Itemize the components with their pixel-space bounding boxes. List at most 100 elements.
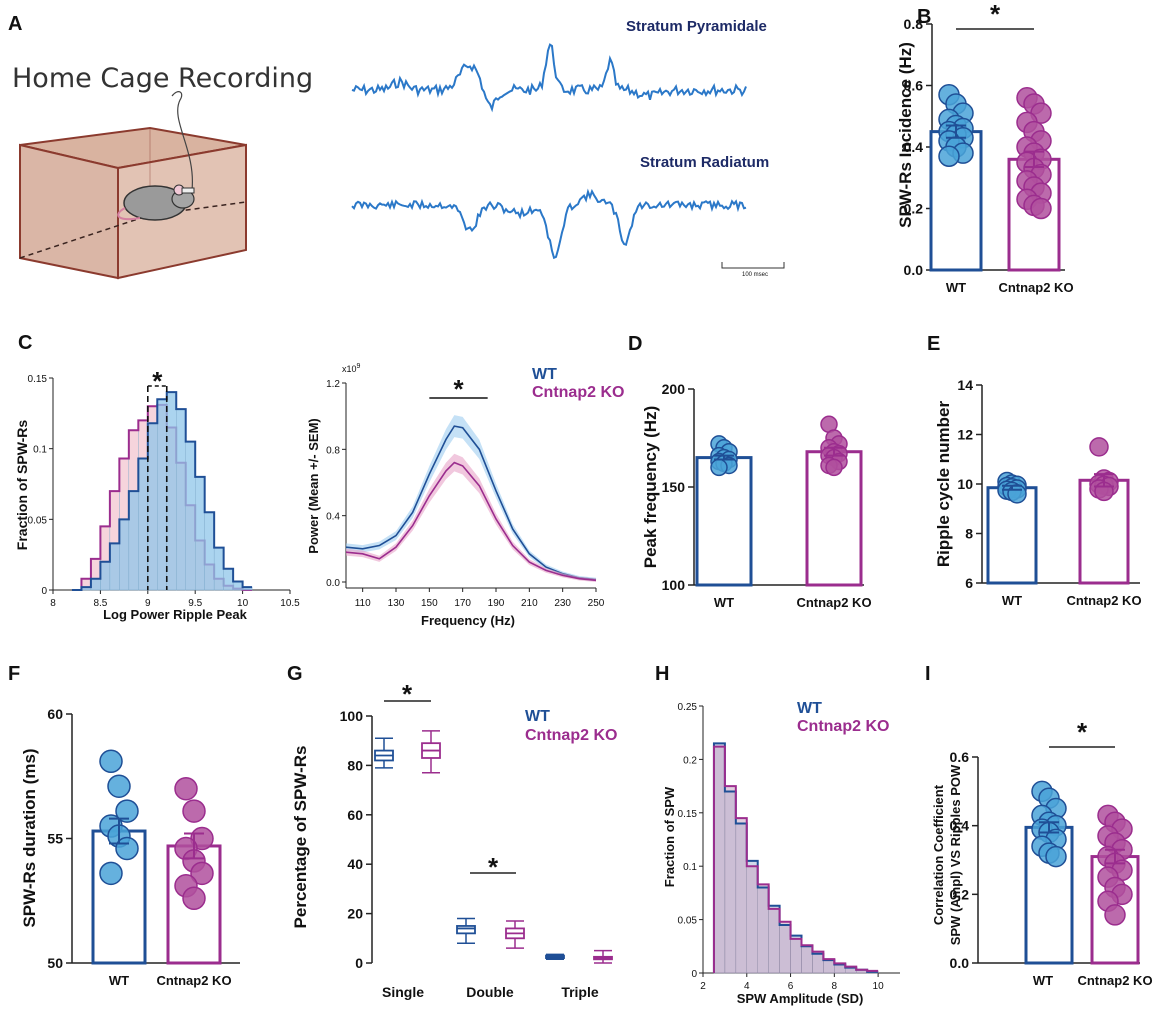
panel-d-category-label: Cntnap2 KO	[796, 595, 871, 610]
panel-c-hist-bar-wt	[138, 458, 149, 591]
panel-f-data-point	[174, 776, 198, 801]
panel-g-ylabel: Percentage of SPW-Rs	[291, 746, 310, 929]
panel-h-xtick-label: 4	[744, 981, 750, 992]
panel-i-data-point	[1104, 904, 1126, 926]
panel-h-bar-ko	[801, 945, 813, 974]
panel-h-label: H	[655, 663, 669, 685]
panel-i-category-label: WT	[1033, 973, 1053, 988]
panel-h-legend-ko: Cntnap2 KO	[797, 718, 889, 735]
panel-i-chart: 0.0 0.2 0.4 0.6 WT Cntnap2 KO *	[950, 717, 1153, 988]
panel-h-xtick-label: 6	[788, 981, 794, 992]
panel-h-bar-ko	[768, 908, 780, 974]
panel-g-sig-star-double: *	[488, 852, 499, 882]
panel-b-label: B	[917, 6, 931, 28]
panel-h-bar-ko	[724, 785, 737, 974]
panel-h-bar-ko	[790, 938, 802, 974]
panel-f-data-point	[99, 749, 123, 774]
panel-d-ytick-label: 150	[662, 479, 686, 495]
panel-c-hist-bar-wt	[109, 543, 120, 591]
panel-h-bar-ko	[757, 884, 769, 974]
panel-c-hist-bar-wt	[166, 391, 177, 591]
panel-f-data-point	[190, 861, 214, 886]
panel-e-category-label: WT	[1002, 593, 1022, 608]
panel-d-label: D	[628, 333, 642, 355]
panel-c-spectrum: 0.0 0.4 0.8 1.2 110 130 150 170 190 210 230 250 *	[326, 374, 605, 609]
panel-e-ytick-label: 12	[957, 427, 973, 443]
panel-c-hist-sig-star: *	[152, 366, 163, 396]
panel-h-ytick-label: 0.1	[683, 862, 697, 873]
panel-c-hist-xlabel: Log Power Ripple Peak	[103, 607, 248, 622]
panel-h-xlabel: SPW Amplitude (SD)	[737, 991, 864, 1006]
panel-f-data-point	[107, 774, 131, 798]
panel-c-spec-xtick-label: 250	[588, 598, 605, 609]
cage-title: Home Cage Recording	[12, 63, 313, 94]
panel-h-bar-ko	[746, 866, 758, 974]
panel-d-ylabel: Peak frequency (Hz)	[641, 406, 660, 569]
panel-h-ytick-label: 0	[691, 969, 697, 980]
panel-e-ytick-label: 10	[957, 476, 973, 492]
panel-b-ytick-label: 0.0	[904, 262, 924, 278]
panel-c-hist-bar-wt	[176, 408, 186, 591]
panel-c-hist-outline-wt	[71, 391, 253, 591]
panel-c-hist-xtick-label: 9.5	[188, 598, 202, 609]
panel-b-ytick-label: 0.8	[904, 16, 924, 32]
trace-stratum-radiatum	[351, 188, 747, 260]
panel-c-legend-wt: WT	[532, 366, 557, 383]
panel-f-ylabel: SPW-Rs duration (ms)	[20, 748, 39, 927]
panel-h-outline-ko	[712, 745, 879, 973]
panel-h-bar-ko	[823, 958, 835, 974]
panel-g-ytick-label: 40	[347, 856, 363, 872]
panel-i-sig-star: *	[1077, 717, 1088, 747]
panel-c-label: C	[18, 332, 32, 354]
panel-h-ytick-label: 0.2	[683, 755, 697, 766]
panel-h-ytick-label: 0.15	[678, 809, 698, 820]
panel-i-ytick-label: 0.6	[950, 749, 970, 765]
panel-c-hist-ytick-label: 0	[41, 586, 47, 597]
panel-f-chart: 50 55 60 WT Cntnap2 KO	[47, 706, 240, 988]
panel-c-hist-xtick-label: 10.5	[280, 598, 300, 609]
panel-e-bar	[986, 486, 1038, 585]
panel-b-chart: 0.0 0.2 0.4 0.6 0.8 WT Cntnap2 KO *	[904, 0, 1074, 295]
panel-c-hist-ytick-label: 0.1	[33, 445, 47, 456]
panel-a-label: A	[8, 13, 22, 35]
panel-c-hist-bar-wt	[119, 519, 130, 591]
panel-f-ytick-label: 60	[47, 706, 63, 722]
panel-b-category-label: Cntnap2 KO	[998, 280, 1073, 295]
panel-h-bar-ko	[779, 921, 791, 974]
panel-g-category-label: Double	[466, 984, 514, 1000]
panel-g-ytick-label: 20	[347, 906, 363, 922]
panel-i-ylabel-line2: SPW (Ampl) VS Ripples POW	[948, 764, 963, 945]
panel-c-hist-bar-wt	[194, 476, 205, 591]
panel-c-spec-xtick-label: 130	[388, 598, 405, 609]
panel-d-ytick-label: 100	[662, 577, 686, 593]
panel-c-spec-sem-band-ko	[346, 453, 596, 582]
panel-i-ylabel-line1: Correlation Coefficient	[931, 784, 946, 925]
panel-e-data-point	[1089, 437, 1109, 457]
panel-b-category-label: WT	[946, 280, 966, 295]
panel-c-spec-xtick-label: 190	[488, 598, 505, 609]
trace-stratum-pyramidale	[351, 43, 747, 113]
panel-d-data-point	[710, 458, 728, 477]
panel-c-spec-xtick-label: 230	[554, 598, 571, 609]
panel-c-spec-line-ko	[345, 461, 597, 582]
scale-bar: 100 msec	[721, 262, 785, 278]
panel-g-label: G	[287, 663, 303, 685]
panel-b-ytick-label: 0.2	[904, 201, 924, 217]
panel-c-spec-line-wt	[345, 425, 597, 581]
panel-c-spec-ytick-label: 1.2	[326, 379, 340, 390]
panel-h-bar-ko	[812, 951, 824, 974]
panel-c-hist-bar-wt	[223, 568, 234, 591]
panel-c-spec-xtick-label: 110	[355, 598, 371, 609]
panel-e-ylabel: Ripple cycle number	[934, 400, 953, 567]
panel-h-bar-ko	[735, 817, 747, 974]
panel-i-ytick-label: 0.2	[950, 886, 970, 902]
trace1-label: Stratum Pyramidale	[626, 18, 767, 35]
panel-i-ytick-label: 0.0	[950, 955, 970, 971]
panel-c-hist-ytick-label: 0.15	[28, 374, 48, 385]
panel-c-hist-xtick-label: 8.5	[93, 598, 107, 609]
panel-c-hist-bar-wt	[90, 578, 101, 591]
panel-i-category-label: Cntnap2 KO	[1077, 973, 1152, 988]
panel-e-data-point	[1007, 484, 1027, 504]
panel-b-ytick-label: 0.4	[904, 139, 924, 155]
panel-h-histogram: 0 0.05 0.1 0.15 0.2 0.25 2 4 6 8 10	[678, 702, 900, 992]
